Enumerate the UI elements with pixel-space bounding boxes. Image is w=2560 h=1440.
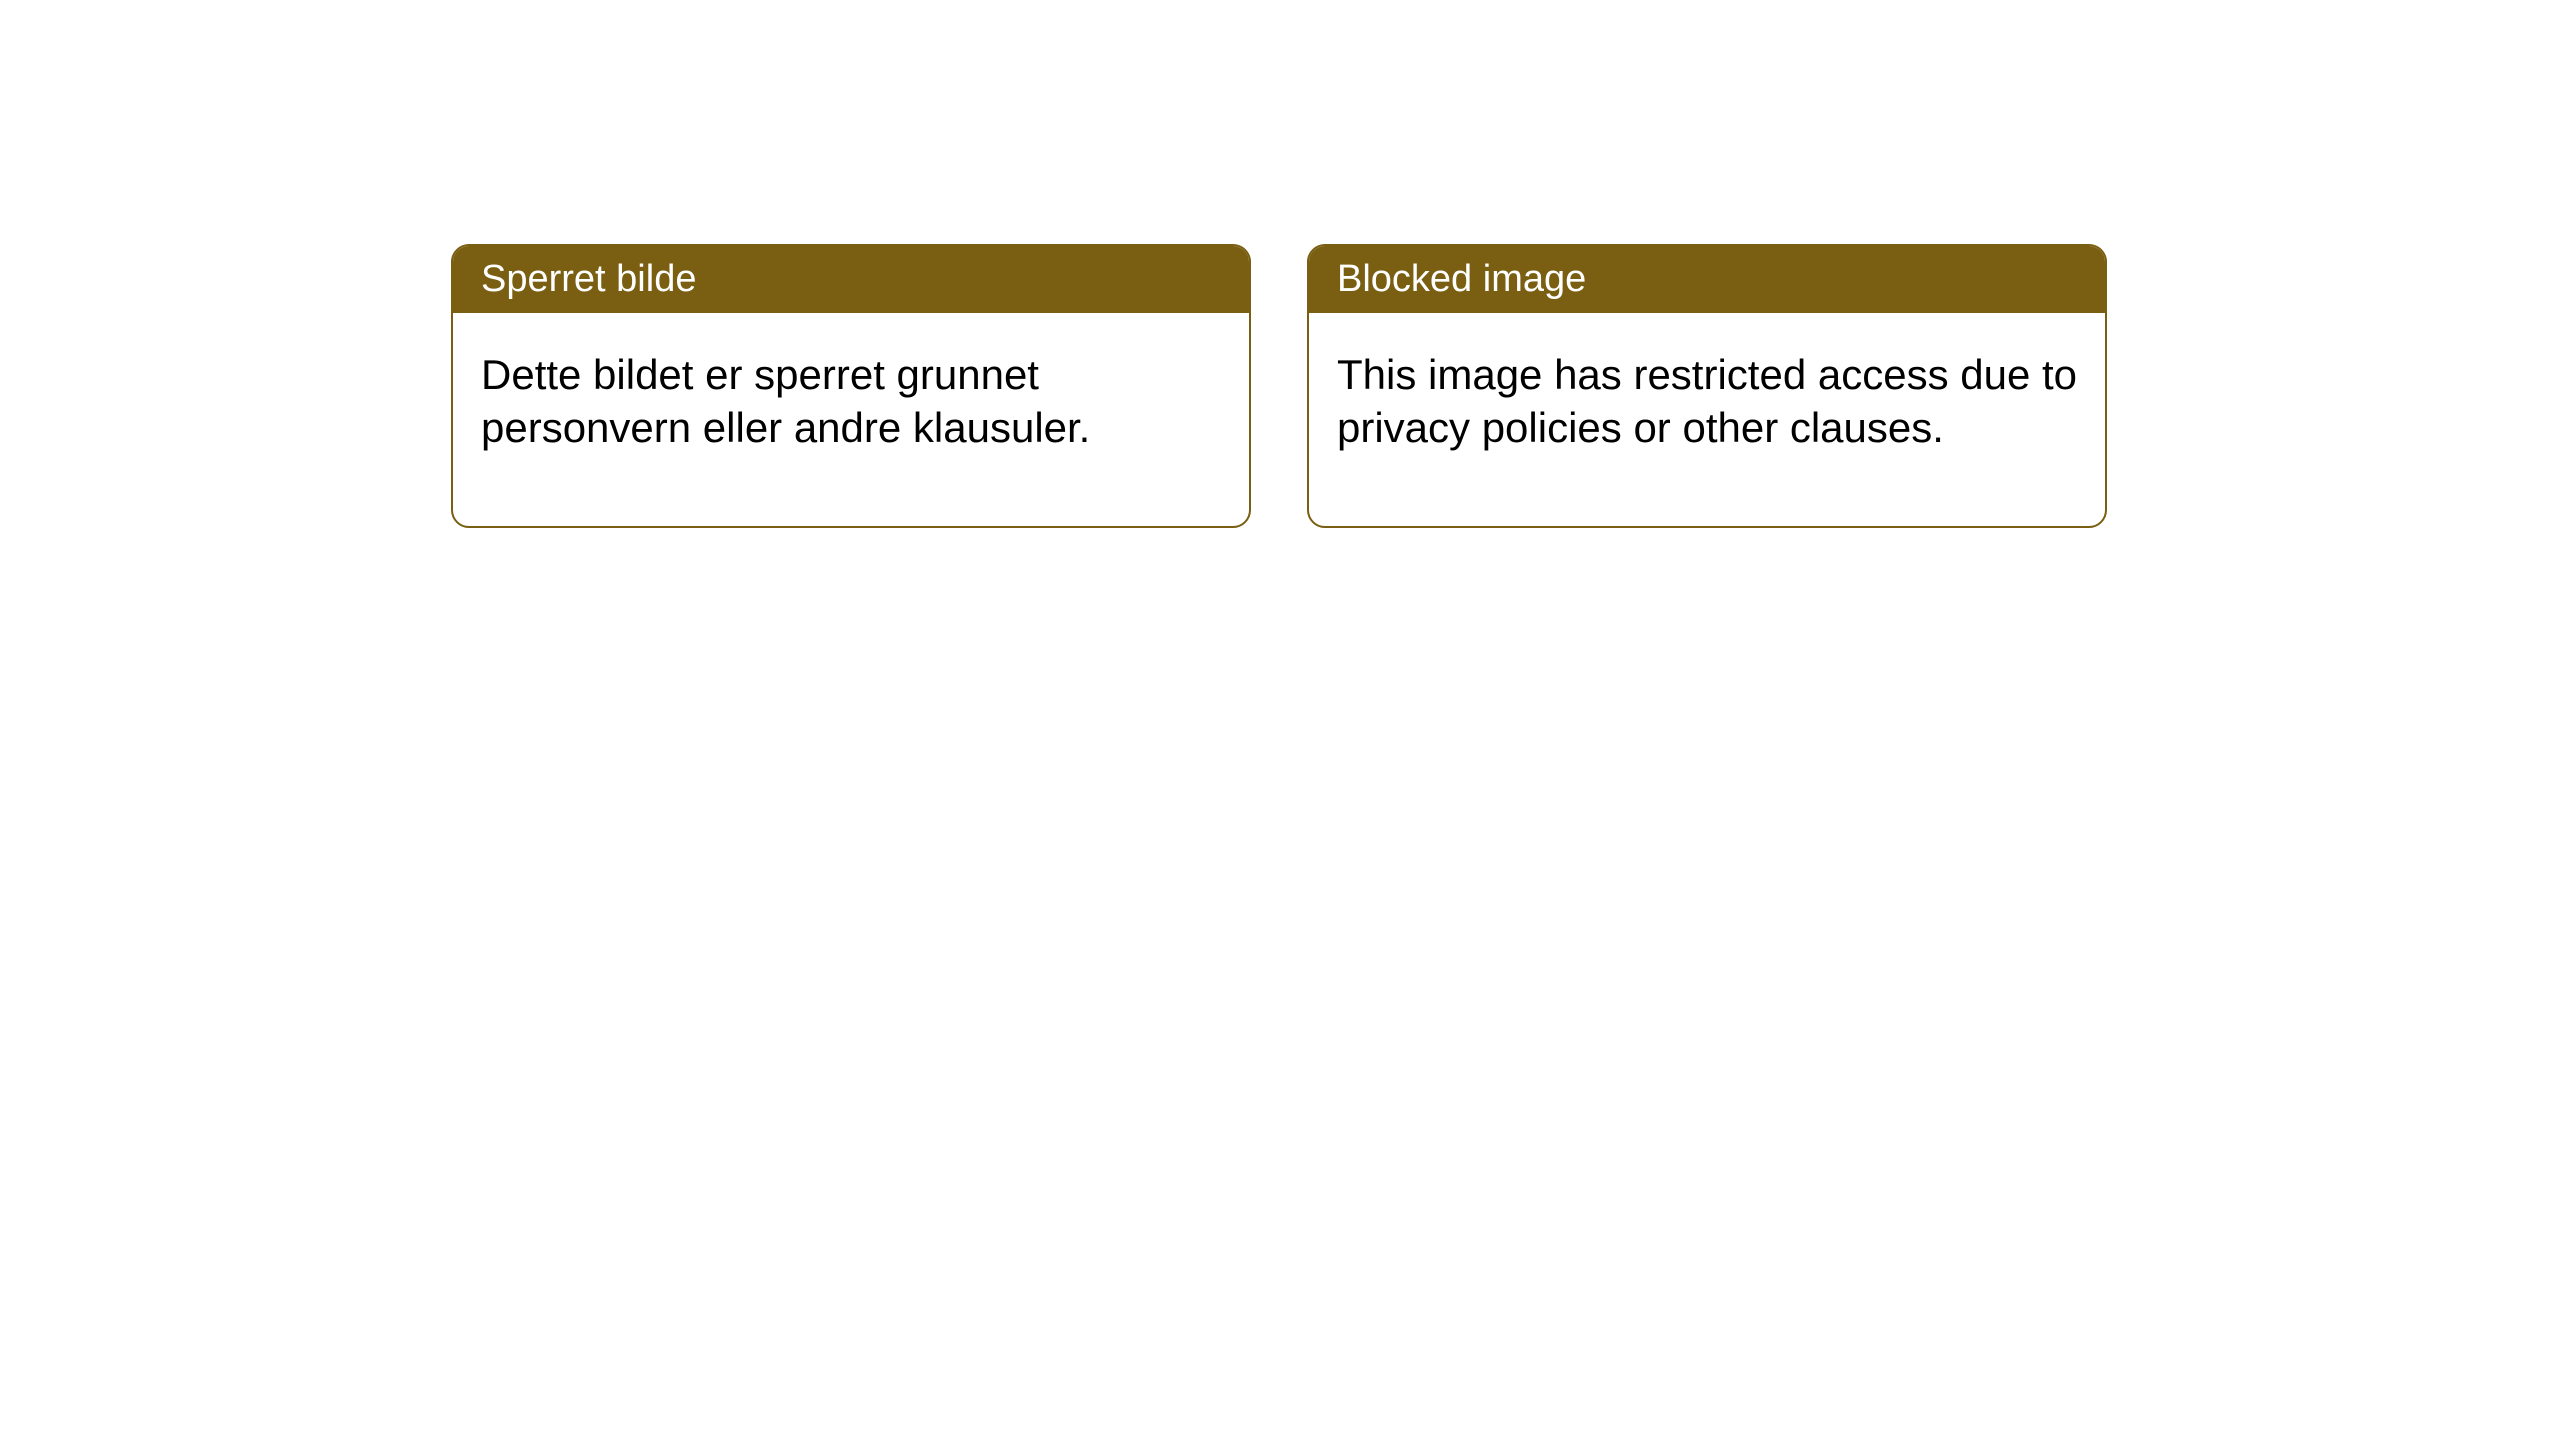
notice-message: This image has restricted access due to …: [1337, 351, 2077, 451]
notice-body: Dette bildet er sperret grunnet personve…: [453, 313, 1249, 526]
notice-header: Sperret bilde: [453, 246, 1249, 313]
notice-title: Sperret bilde: [481, 258, 696, 300]
notice-message: Dette bildet er sperret grunnet personve…: [481, 351, 1090, 451]
notice-body: This image has restricted access due to …: [1309, 313, 2105, 526]
notice-card-norwegian: Sperret bilde Dette bildet er sperret gr…: [451, 244, 1251, 528]
notice-header: Blocked image: [1309, 246, 2105, 313]
notice-card-english: Blocked image This image has restricted …: [1307, 244, 2107, 528]
notice-container: Sperret bilde Dette bildet er sperret gr…: [451, 244, 2107, 528]
notice-title: Blocked image: [1337, 258, 1586, 300]
